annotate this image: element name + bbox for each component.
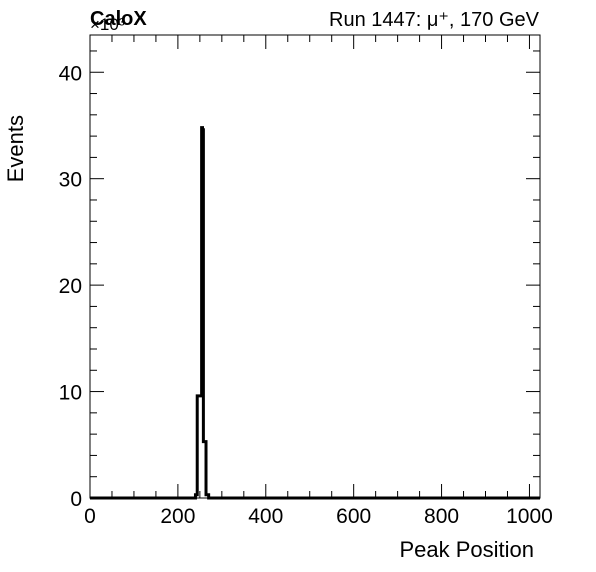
plot-frame	[89, 34, 541, 499]
y-tick-label: 30	[59, 169, 82, 192]
x-tick-label: 400	[248, 505, 283, 528]
chart-title: Run 1447: μ⁺, 170 GeV	[329, 9, 540, 31]
y-tick-label: 0	[70, 488, 82, 511]
x-tick-label: 600	[336, 505, 371, 528]
y-axis-label: Events	[3, 115, 28, 182]
x-tick-labels: 0 200 400 600 800 1000	[84, 505, 553, 528]
histogram-line	[90, 126, 540, 500]
x-axis-label: Peak Position	[399, 537, 534, 562]
major-ticks	[89, 35, 540, 499]
x-tick-label: 800	[424, 505, 459, 528]
y-axis-multiplier: ×10³	[90, 15, 125, 34]
minor-ticks	[90, 35, 540, 498]
calox-brand: CaloX	[90, 8, 147, 30]
x-tick-label: 1000	[506, 505, 553, 528]
y-tick-labels: 0 10 20 30 40	[59, 62, 82, 511]
y-tick-label: 20	[59, 275, 82, 298]
y-tick-label: 40	[59, 62, 82, 85]
x-tick-label: 0	[84, 505, 96, 528]
y-tick-label: 10	[59, 382, 82, 405]
x-tick-label: 200	[160, 505, 195, 528]
